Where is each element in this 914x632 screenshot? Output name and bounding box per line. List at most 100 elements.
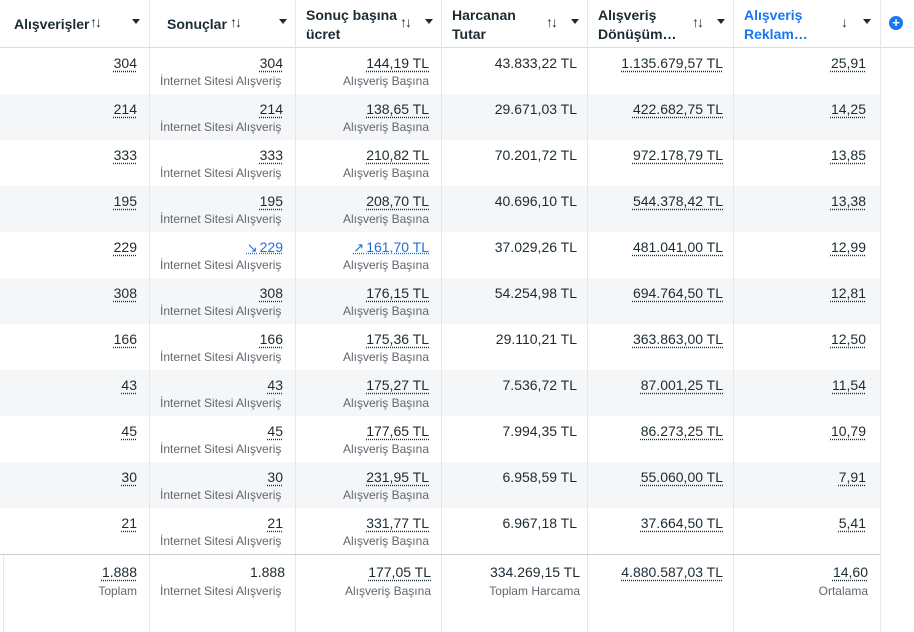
cost-number: 177,65 TL: [366, 423, 429, 439]
results-cell: 195 İnternet Sitesi Alışveriş: [150, 186, 296, 232]
roas-value[interactable]: 12,99: [830, 239, 866, 255]
conversion-value[interactable]: 481.041,00 TL: [632, 239, 723, 255]
purchases-value[interactable]: 43: [121, 377, 137, 393]
total-cost-value[interactable]: 177,05 TL: [368, 564, 431, 580]
total-conversion-cell: 4.880.587,03 TL: [588, 555, 734, 632]
chevron-down-icon[interactable]: [425, 19, 433, 24]
results-number: 45: [267, 423, 283, 439]
purchases-value[interactable]: 195: [113, 193, 137, 209]
roas-value[interactable]: 5,41: [838, 515, 866, 531]
conversion-value[interactable]: 86.273,25 TL: [640, 423, 723, 439]
cost-value[interactable]: 208,70 TL: [366, 193, 429, 209]
purchases-value[interactable]: 333: [113, 147, 137, 163]
sort-both-icon[interactable]: ↑↓: [230, 14, 242, 30]
chevron-down-icon[interactable]: [132, 19, 140, 24]
purchases-value[interactable]: 45: [121, 423, 137, 439]
results-value[interactable]: 166: [260, 331, 283, 347]
results-value[interactable]: 333: [260, 147, 283, 163]
results-type-label: İnternet Sitesi Alışveriş: [160, 74, 282, 88]
results-value[interactable]: 30: [267, 469, 283, 485]
chevron-down-icon[interactable]: [863, 19, 871, 24]
column-header-purchases[interactable]: Alışverişler ↑↓: [0, 0, 150, 48]
roas-value[interactable]: 14,25: [830, 101, 866, 117]
cost-value[interactable]: 331,77 TL: [366, 515, 429, 531]
cost-number: 176,15 TL: [366, 285, 429, 301]
purchases-value[interactable]: 308: [113, 285, 137, 301]
table-row[interactable]: 304 304 İnternet Sitesi Alışveriş 144,19 TL…: [0, 48, 881, 94]
purchases-value[interactable]: 214: [113, 101, 137, 117]
cost-value[interactable]: 177,65 TL: [366, 423, 429, 439]
roas-value[interactable]: 13,85: [830, 147, 866, 163]
results-value[interactable]: 195: [260, 193, 283, 209]
conversion-value[interactable]: 87.001,25 TL: [640, 377, 723, 393]
table-row[interactable]: 229 ↘ 229 İnternet Sitesi Alışveriş ↗ 161,70 …: [0, 232, 881, 278]
conversion-value[interactable]: 694.764,50 TL: [632, 285, 723, 301]
sort-desc-icon[interactable]: ↓: [841, 14, 848, 30]
cost-value[interactable]: 231,95 TL: [366, 469, 429, 485]
cost-value[interactable]: 175,36 TL: [366, 331, 429, 347]
conversion-value[interactable]: 363.863,00 TL: [632, 331, 723, 347]
conversion-cell: 544.378,42 TL: [588, 186, 734, 232]
conversion-value[interactable]: 544.378,42 TL: [632, 193, 723, 209]
cost-value[interactable]: 176,15 TL: [366, 285, 429, 301]
results-value[interactable]: ↘ 229: [247, 239, 283, 256]
conversion-value[interactable]: 422.682,75 TL: [632, 101, 723, 117]
table-row[interactable]: 308 308 İnternet Sitesi Alışveriş 176,15 TL…: [0, 278, 881, 324]
table-row[interactable]: 166 166 İnternet Sitesi Alışveriş 175,36 TL…: [0, 324, 881, 370]
cost-value[interactable]: ↗ 161,70 TL: [353, 239, 429, 256]
roas-value[interactable]: 12,81: [830, 285, 866, 301]
table-row[interactable]: 195 195 İnternet Sitesi Alışveriş 208,70 TL…: [0, 186, 881, 232]
total-conversion-value[interactable]: 4.880.587,03 TL: [621, 564, 723, 580]
purchases-value[interactable]: 166: [113, 331, 137, 347]
roas-value[interactable]: 10,79: [830, 423, 866, 439]
sort-both-icon[interactable]: ↑↓: [546, 14, 558, 30]
purchases-value[interactable]: 30: [121, 469, 137, 485]
results-value[interactable]: 43: [267, 377, 283, 393]
table-row[interactable]: 21 21 İnternet Sitesi Alışveriş 331,77 TL Al…: [0, 508, 881, 554]
sort-both-icon[interactable]: ↑↓: [400, 14, 412, 30]
results-number: 304: [259, 55, 283, 71]
roas-value[interactable]: 7,91: [838, 469, 866, 485]
results-value[interactable]: 45: [267, 423, 283, 439]
roas-value[interactable]: 13,38: [830, 193, 866, 209]
sort-both-icon[interactable]: ↑↓: [90, 14, 102, 30]
total-roas-value[interactable]: 14,60: [832, 564, 868, 580]
cost-value[interactable]: 138,65 TL: [366, 101, 429, 117]
results-value[interactable]: 214: [260, 101, 283, 117]
results-cell: ↘ 229 İnternet Sitesi Alışveriş: [150, 232, 296, 278]
column-header-purchase-conversion[interactable]: Alışveriş Dönüşüm… ↑↓: [588, 0, 734, 48]
cost-value[interactable]: 210,82 TL: [366, 147, 429, 163]
cost-value[interactable]: 175,27 TL: [366, 377, 429, 393]
cost-cell: 210,82 TL Alışveriş Başına: [296, 140, 442, 186]
table-row[interactable]: 214 214 İnternet Sitesi Alışveriş 138,65 TL…: [0, 94, 881, 140]
total-purchases-value[interactable]: 1.888: [101, 564, 137, 580]
roas-value[interactable]: 11,54: [832, 377, 866, 393]
purchases-value[interactable]: 21: [121, 515, 137, 531]
table-row[interactable]: 333 333 İnternet Sitesi Alışveriş 210,82 TL…: [0, 140, 881, 186]
purchases-value[interactable]: 229: [113, 239, 137, 255]
chevron-down-icon[interactable]: [279, 19, 287, 24]
conversion-value[interactable]: 55.060,00 TL: [640, 469, 723, 485]
add-column-icon[interactable]: +: [889, 16, 903, 30]
table-row[interactable]: 30 30 İnternet Sitesi Alışveriş 231,95 TL Al…: [0, 462, 881, 508]
table-row[interactable]: 43 43 İnternet Sitesi Alışveriş 175,27 TL Al…: [0, 370, 881, 416]
chevron-down-icon[interactable]: [717, 19, 725, 24]
column-header-purchase-roas[interactable]: Alışveriş Reklam… ↓: [734, 0, 881, 48]
column-header-amount-spent[interactable]: Harcanan Tutar ↑↓: [442, 0, 588, 48]
results-number: 229: [259, 239, 283, 255]
conversion-value[interactable]: 37.664,50 TL: [640, 515, 723, 531]
column-header-results[interactable]: Sonuçlar ↑↓: [150, 0, 296, 48]
conversion-value[interactable]: 972.178,79 TL: [632, 147, 723, 163]
roas-value[interactable]: 12,50: [830, 331, 866, 347]
roas-value[interactable]: 25,91: [830, 55, 866, 71]
results-value[interactable]: 304: [260, 55, 283, 71]
purchases-value[interactable]: 304: [113, 55, 137, 71]
column-header-cost-per-result[interactable]: Sonuç başına ücret ↑↓: [296, 0, 442, 48]
conversion-value[interactable]: 1.135.679,57 TL: [621, 55, 723, 71]
chevron-down-icon[interactable]: [571, 19, 579, 24]
table-row[interactable]: 45 45 İnternet Sitesi Alışveriş 177,65 TL Al…: [0, 416, 881, 462]
cost-value[interactable]: 144,19 TL: [366, 55, 429, 71]
results-value[interactable]: 308: [260, 285, 283, 301]
results-value[interactable]: 21: [267, 515, 283, 531]
sort-both-icon[interactable]: ↑↓: [692, 14, 704, 30]
